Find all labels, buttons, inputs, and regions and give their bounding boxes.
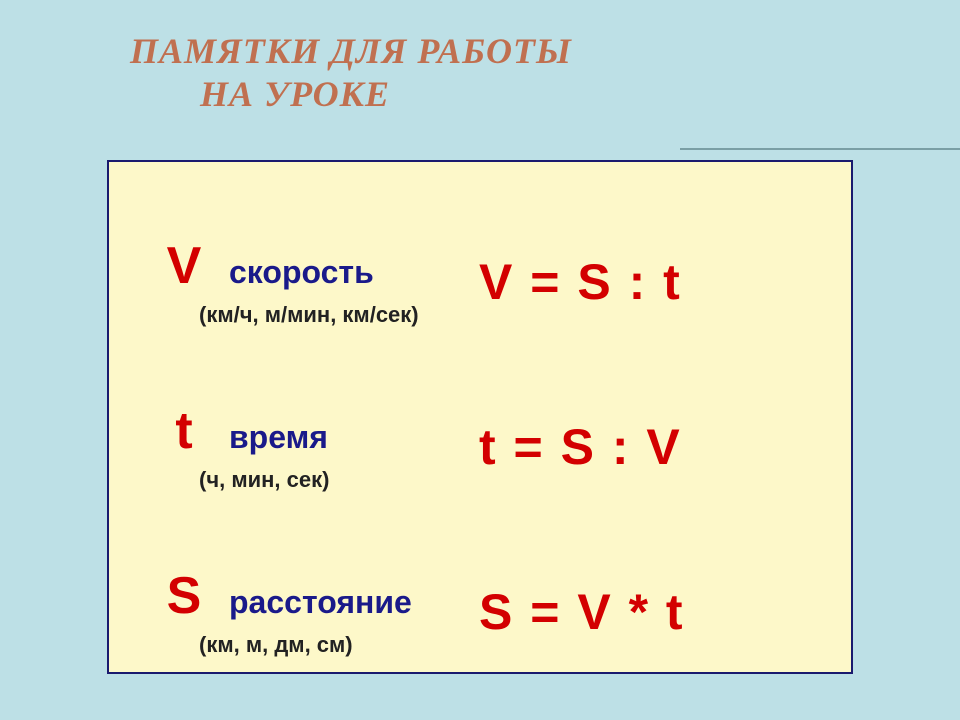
label-distance: расстояние [229, 584, 412, 621]
page-title: ПАМЯТКИ ДЛЯ РАБОТЫ НА УРОКЕ [130, 30, 572, 116]
label-time: время [229, 419, 328, 456]
units-speed: (км/ч, м/мин, км/сек) [159, 302, 419, 328]
units-distance: (км, м, дм, см) [159, 632, 353, 658]
symbol-s: S [159, 566, 209, 626]
label-speed: скорость [229, 254, 374, 291]
title-line-1: ПАМЯТКИ ДЛЯ РАБОТЫ [130, 30, 572, 73]
formula-distance: S = V * t [479, 583, 685, 641]
symbol-v: V [159, 236, 209, 296]
units-time: (ч, мин, сек) [159, 467, 329, 493]
left-col-time: t время (ч, мин, сек) [139, 401, 479, 493]
symbol-t: t [159, 401, 209, 461]
formula-time: t = S : V [479, 418, 682, 476]
row-speed: V скорость (км/ч, м/мин, км/сек) V = S :… [139, 222, 821, 342]
formula-speed: V = S : t [479, 253, 682, 311]
left-col-speed: V скорость (км/ч, м/мин, км/сек) [139, 236, 479, 328]
left-col-distance: S расстояние (км, м, дм, см) [139, 566, 479, 658]
decorative-line [680, 148, 960, 150]
row-distance: S расстояние (км, м, дм, см) S = V * t [139, 552, 821, 672]
formula-card: V скорость (км/ч, м/мин, км/сек) V = S :… [107, 160, 853, 674]
row-time: t время (ч, мин, сек) t = S : V [139, 387, 821, 507]
title-line-2: НА УРОКЕ [130, 73, 572, 116]
